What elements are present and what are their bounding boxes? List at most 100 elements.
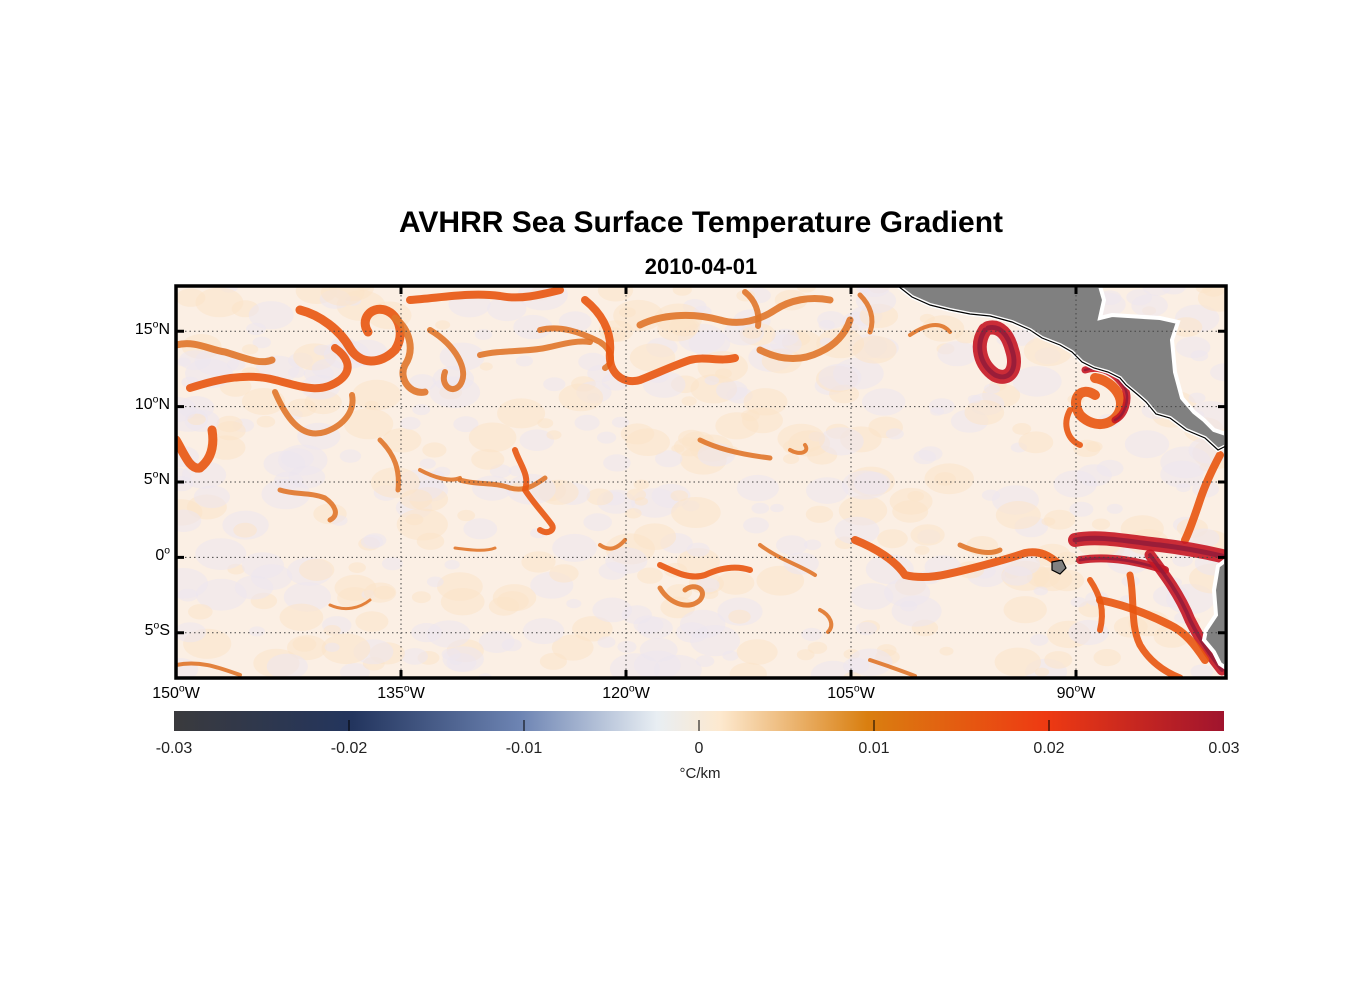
texture-blob bbox=[193, 485, 230, 509]
texture-blob bbox=[241, 552, 284, 579]
texture-blob bbox=[967, 394, 982, 404]
sst-front bbox=[406, 286, 564, 304]
colorbar-tick-label: -0.02 bbox=[330, 740, 368, 757]
texture-blob bbox=[964, 400, 1005, 425]
texture-blob bbox=[558, 311, 592, 332]
texture-blob bbox=[288, 465, 326, 489]
texture-blob bbox=[716, 380, 748, 401]
texture-blob bbox=[756, 565, 805, 596]
texture-blob bbox=[729, 662, 767, 678]
texture-blob bbox=[736, 639, 778, 665]
sst-front-core bbox=[1148, 553, 1224, 672]
sst-front bbox=[176, 340, 276, 366]
texture-blob bbox=[552, 533, 597, 562]
sst-front bbox=[756, 316, 854, 363]
texture-blob bbox=[675, 622, 709, 643]
sst-front bbox=[657, 562, 753, 580]
texture-blob bbox=[609, 653, 660, 678]
texture-blob bbox=[1044, 651, 1073, 669]
texture-blob bbox=[777, 423, 825, 454]
texture-blob bbox=[955, 330, 977, 344]
texture-blob bbox=[558, 383, 604, 412]
texture-blob bbox=[1188, 392, 1206, 404]
texture-blob bbox=[360, 535, 384, 549]
texture-blob bbox=[1076, 464, 1112, 487]
texture-blob bbox=[1175, 336, 1211, 359]
colorbar-tick-label: -0.03 bbox=[155, 740, 193, 757]
texture-blob bbox=[801, 627, 823, 641]
map-date: 2010-04-01 bbox=[644, 254, 758, 279]
texture-blob bbox=[339, 663, 370, 678]
texture-blob bbox=[1188, 528, 1220, 548]
texture-blob bbox=[370, 467, 420, 498]
texture-blob bbox=[195, 287, 244, 318]
texture-blob bbox=[281, 448, 314, 469]
sst-front bbox=[457, 475, 548, 492]
texture-blob bbox=[806, 477, 849, 504]
texture-blob bbox=[426, 620, 471, 648]
texture-blob bbox=[686, 542, 710, 557]
texture-blob bbox=[672, 286, 692, 296]
texture-blob bbox=[1210, 363, 1226, 382]
texture-blob bbox=[382, 428, 422, 453]
texture-blob bbox=[1190, 664, 1214, 678]
texture-blob bbox=[783, 453, 800, 464]
texture-blob bbox=[626, 488, 646, 501]
gradient-texture bbox=[176, 286, 1226, 678]
texture-blob bbox=[751, 502, 770, 514]
texture-blob bbox=[657, 315, 698, 342]
texture-blob bbox=[1012, 423, 1032, 435]
texture-blob bbox=[592, 597, 632, 623]
texture-blob bbox=[583, 513, 612, 532]
texture-blob bbox=[1160, 460, 1204, 488]
sst-front bbox=[277, 487, 338, 523]
texture-blob bbox=[1202, 286, 1225, 297]
texture-blob bbox=[617, 640, 637, 653]
longitude-label: 135oW bbox=[377, 684, 425, 703]
texture-blob bbox=[324, 642, 340, 652]
colorbar-tick-label: 0.01 bbox=[858, 740, 890, 757]
texture-blob bbox=[292, 636, 317, 652]
texture-blob bbox=[419, 458, 436, 469]
texture-blob bbox=[521, 551, 556, 573]
texture-blob bbox=[463, 518, 498, 540]
texture-blob bbox=[252, 336, 271, 349]
texture-blob bbox=[770, 503, 784, 513]
longitude-label: 150oW bbox=[152, 684, 200, 703]
latitude-label: 15oN bbox=[134, 319, 170, 338]
texture-blob bbox=[852, 335, 897, 364]
texture-blob bbox=[1033, 586, 1049, 596]
sst-front bbox=[908, 323, 952, 337]
texture-blob bbox=[256, 415, 276, 428]
texture-blob bbox=[855, 288, 897, 314]
sst-front bbox=[272, 389, 356, 437]
texture-blob bbox=[543, 377, 566, 392]
texture-blob bbox=[611, 416, 630, 428]
sst-front bbox=[636, 294, 834, 329]
texture-blob bbox=[633, 479, 650, 490]
texture-blob bbox=[574, 414, 600, 431]
texture-blob bbox=[597, 286, 634, 302]
texture-blob bbox=[1034, 667, 1050, 677]
south-america-land bbox=[1201, 557, 1226, 671]
texture-blob bbox=[457, 509, 476, 522]
sst-front bbox=[1096, 596, 1209, 664]
sst-front bbox=[176, 661, 242, 677]
texture-blob bbox=[1093, 649, 1121, 667]
texture-blob bbox=[515, 355, 534, 367]
texture-blob bbox=[176, 622, 207, 643]
sst-front bbox=[657, 584, 705, 608]
texture-blob bbox=[771, 328, 799, 346]
sst-front bbox=[818, 608, 834, 634]
texture-blob bbox=[381, 557, 403, 571]
texture-blob bbox=[405, 513, 424, 526]
map-field bbox=[176, 286, 1226, 678]
texture-blob bbox=[539, 652, 568, 670]
sst-front bbox=[1087, 577, 1105, 633]
texture-blob bbox=[633, 523, 677, 550]
texture-blob bbox=[704, 375, 720, 386]
texture-blob bbox=[818, 427, 864, 456]
sst-front bbox=[186, 344, 352, 393]
texture-blob bbox=[546, 430, 562, 440]
texture-blob bbox=[937, 341, 978, 367]
